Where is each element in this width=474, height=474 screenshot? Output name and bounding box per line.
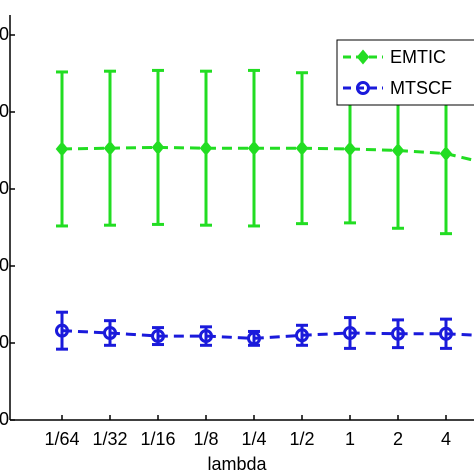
- series-line: [61, 329, 474, 340]
- marker: [391, 326, 405, 341]
- legend-label: MTSCF: [390, 78, 452, 98]
- marker: [151, 329, 165, 344]
- legend: EMTIC MTSCF: [336, 39, 474, 106]
- marker: [55, 323, 69, 338]
- marker: [439, 146, 453, 162]
- marker: [103, 140, 117, 156]
- y-tick-label: 10: [0, 332, 9, 352]
- marker: [103, 325, 117, 340]
- y-tick-label: 0: [0, 409, 9, 429]
- error-bar: [440, 317, 452, 350]
- marker: [343, 141, 357, 157]
- x-tick-label: 1: [345, 429, 355, 449]
- y-tick-label: 30: [0, 178, 9, 198]
- error-bar: [104, 319, 116, 347]
- x-axis-label: lambda: [207, 454, 267, 474]
- error-bar: [344, 316, 356, 350]
- error-bar: [56, 310, 68, 351]
- marker: [199, 329, 213, 344]
- error-bar: [392, 318, 404, 350]
- y-tick-label: 40: [0, 101, 9, 121]
- marker: [439, 326, 453, 341]
- x-tick-label: 1/16: [140, 429, 175, 449]
- y-tick-label: 20: [0, 255, 9, 275]
- series-line: [61, 145, 474, 162]
- marker: [151, 139, 165, 155]
- marker: [199, 140, 213, 156]
- marker: [356, 81, 370, 95]
- marker: [356, 49, 370, 65]
- marker: [247, 140, 261, 156]
- x-tick-label: 1/2: [289, 429, 314, 449]
- y-tick-label: 50: [0, 24, 9, 44]
- x-tick-label: 1/4: [241, 429, 266, 449]
- marker: [55, 141, 69, 157]
- marker: [295, 328, 309, 343]
- marker: [343, 325, 357, 340]
- legend-label: EMTIC: [390, 47, 446, 67]
- x-tick-label: 2: [393, 429, 403, 449]
- marker: [295, 140, 309, 156]
- x-tick-label: 1/8: [193, 429, 218, 449]
- x-tick-label: 1/32: [92, 429, 127, 449]
- x-tick-label: 4: [441, 429, 451, 449]
- marker: [391, 142, 405, 159]
- marker: [247, 331, 261, 346]
- x-tick-label: 1/64: [44, 429, 79, 449]
